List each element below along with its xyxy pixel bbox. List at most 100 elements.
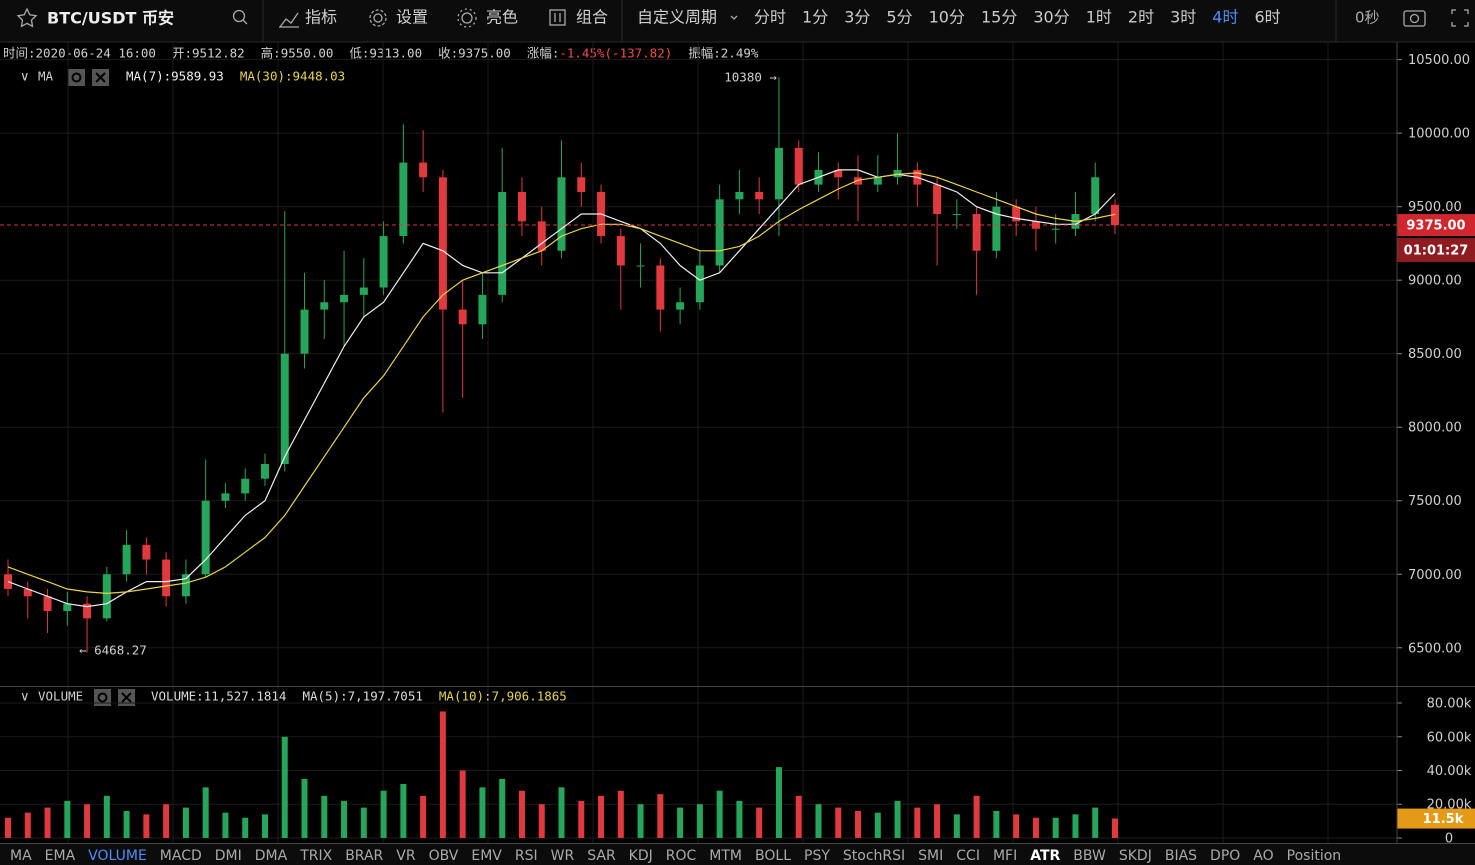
period-option[interactable]: 2时	[1128, 8, 1154, 27]
volume-bar	[64, 800, 71, 838]
low-annotation: ← 6468.27	[79, 643, 147, 658]
candle-body	[1012, 206, 1021, 222]
candle-body	[676, 302, 685, 310]
custom-period[interactable]: 自定义周期	[637, 8, 717, 27]
indicator-tab[interactable]: MA	[10, 848, 32, 864]
candle-body	[23, 588, 32, 597]
search-icon[interactable]	[232, 9, 248, 25]
indicator-tab[interactable]: SAR	[587, 848, 616, 864]
indicator-tab[interactable]: RSI	[515, 848, 538, 864]
layout-icon[interactable]	[549, 9, 566, 26]
y-tick-label: 0	[1445, 831, 1453, 846]
period-option[interactable]: 1时	[1086, 8, 1112, 27]
theme-icon[interactable]	[457, 8, 477, 28]
volume-bar	[578, 800, 585, 838]
indicator-tab[interactable]: BOLL	[755, 848, 791, 864]
settings-icon[interactable]	[369, 9, 387, 27]
period-option[interactable]: 3分	[844, 8, 870, 27]
candle-body	[181, 574, 190, 597]
indicator-tab[interactable]: SMI	[918, 848, 943, 864]
collapse-caret[interactable]: ∨	[20, 690, 30, 705]
candle-body	[83, 603, 92, 619]
candle-body	[162, 559, 171, 597]
indicator-tab[interactable]: DMA	[255, 848, 288, 864]
candle-body	[122, 544, 131, 575]
indicator-tab[interactable]: DMI	[215, 848, 242, 864]
fullscreen-icon[interactable]	[1451, 9, 1469, 27]
period-option[interactable]: 5分	[886, 8, 912, 27]
indicator-tab[interactable]: Position	[1287, 848, 1342, 864]
volume-bar	[24, 812, 31, 838]
volume-bar	[84, 804, 91, 838]
volume-bar	[499, 778, 506, 838]
indicator-tab[interactable]: ROC	[666, 848, 697, 864]
period-option[interactable]: 30分	[1033, 8, 1069, 27]
indicator-tab[interactable]: BRAR	[345, 848, 383, 864]
indicator-tab[interactable]: WR	[551, 848, 575, 864]
volume-bar	[736, 800, 743, 838]
volume-bar	[182, 807, 189, 838]
volume-bar	[815, 804, 822, 838]
y-tick-label: 8500.00	[1408, 347, 1462, 362]
indicator-tab[interactable]: VR	[396, 848, 416, 864]
indicator-tab[interactable]: MTM	[709, 848, 742, 864]
menu-item[interactable]: 指标	[305, 8, 337, 27]
indicator-tab[interactable]: AO	[1253, 848, 1273, 864]
symbol[interactable]: BTC/USDT 币安	[47, 9, 174, 28]
info-label: 涨幅:	[527, 46, 560, 61]
gear-glyph	[71, 72, 82, 83]
indicator-tab[interactable]: ATR	[1030, 848, 1060, 864]
indicator-tab[interactable]: StochRSI	[843, 848, 905, 864]
volume-bar	[242, 817, 249, 838]
candle-body	[43, 596, 52, 612]
candle-body	[636, 265, 645, 267]
period-option[interactable]: 分时	[754, 8, 786, 27]
candle-body	[63, 603, 72, 612]
legend-title: VOLUME	[38, 689, 83, 704]
menu-item[interactable]: 亮色	[486, 8, 518, 27]
period-option[interactable]: 10分	[929, 8, 965, 27]
screenshot-icon[interactable]	[1403, 10, 1426, 27]
candle-body	[557, 177, 566, 251]
indicator-tab[interactable]: EMA	[45, 848, 76, 864]
indicator-tab[interactable]: TRIX	[299, 848, 332, 864]
candle-body	[577, 177, 586, 192]
indicator-icon[interactable]	[279, 12, 299, 28]
indicator-tab[interactable]: BIAS	[1165, 848, 1197, 864]
indicator-tab[interactable]: DPO	[1210, 848, 1240, 864]
indicator-tab[interactable]: BBW	[1073, 848, 1106, 864]
indicator-tab[interactable]: CCI	[956, 848, 980, 864]
collapse-caret[interactable]: ∨	[20, 70, 30, 85]
indicator-tab[interactable]: MACD	[160, 848, 202, 864]
indicator-tab[interactable]: MFI	[993, 848, 1017, 864]
period-option[interactable]: 4时	[1212, 8, 1238, 27]
last-price-label: 9375.00	[1406, 219, 1465, 234]
ma-settings-button[interactable]	[68, 69, 85, 86]
volume-settings-button[interactable]	[94, 689, 111, 706]
volume-bar	[637, 804, 644, 838]
indicator-tab[interactable]: KDJ	[629, 848, 653, 864]
volume-bar	[973, 795, 980, 838]
menu-item[interactable]: 组合	[576, 8, 608, 27]
period-option[interactable]: 6时	[1254, 8, 1280, 27]
volume-bar	[222, 812, 229, 838]
candle-body	[221, 493, 230, 501]
y-tick-label: 80.00k	[1427, 697, 1472, 712]
period-option[interactable]: 3时	[1170, 8, 1196, 27]
favorite-icon[interactable]	[16, 7, 38, 28]
dropdown-caret[interactable]	[730, 15, 738, 20]
indicator-tab[interactable]: VOLUME	[88, 848, 147, 864]
indicator-tab[interactable]: OBV	[429, 848, 459, 864]
info-label: 振幅:	[688, 46, 721, 61]
candle-body	[438, 177, 447, 310]
period-option[interactable]: 1分	[802, 8, 828, 27]
indicator-tab[interactable]: PSY	[804, 848, 830, 864]
period-option[interactable]: 15分	[981, 8, 1017, 27]
volume-bar	[439, 711, 446, 838]
indicator-tab[interactable]: SKDJ	[1119, 848, 1152, 864]
indicator-tab[interactable]: EMV	[471, 848, 502, 864]
volume-bar	[163, 804, 170, 838]
info-value: 9550.00	[281, 46, 334, 61]
menu-item[interactable]: 设置	[396, 8, 428, 27]
volume-bar	[103, 795, 110, 838]
